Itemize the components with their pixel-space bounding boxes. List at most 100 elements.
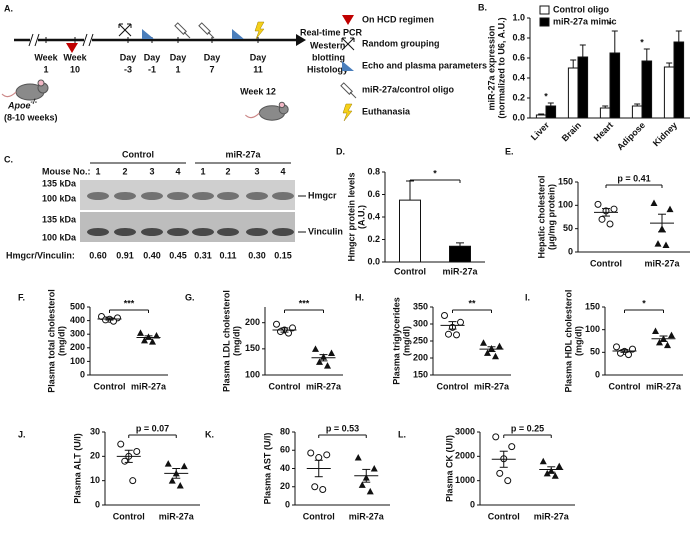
blot-band xyxy=(246,228,268,236)
y-axis-label: Hepatic cholesterol xyxy=(536,175,546,258)
data-point xyxy=(617,349,624,357)
y-tick-label: 200 xyxy=(245,317,260,327)
panel-label: A. xyxy=(4,3,13,13)
icon-syringe xyxy=(207,31,215,39)
timeline-label: Week xyxy=(63,52,87,62)
y-tick-label: 0.0 xyxy=(512,112,525,122)
y-tick-label: 0.2 xyxy=(512,92,525,102)
x-tick-label: miR-27a xyxy=(644,258,680,268)
y-tick-label: 20 xyxy=(90,451,100,461)
data-point xyxy=(323,451,331,459)
timeline-label: 7 xyxy=(209,64,214,74)
bar xyxy=(577,56,589,119)
y-tick-label: 0 xyxy=(595,369,600,379)
lane-number: 2 xyxy=(225,166,230,176)
band-label: Vinculin xyxy=(308,226,343,236)
lane-number: 4 xyxy=(280,166,285,176)
y-tick-label: 150 xyxy=(585,301,600,311)
panel-label: C. xyxy=(4,154,13,164)
kda-marker: 135 kDa xyxy=(42,214,77,224)
lane-number: 3 xyxy=(149,166,154,176)
mouse-icon xyxy=(37,79,45,87)
blot-band xyxy=(141,192,163,200)
data-point xyxy=(289,324,296,332)
y-tick-label: 0.6 xyxy=(367,189,380,199)
data-point xyxy=(366,487,374,495)
data-point xyxy=(492,433,500,441)
y-tick-label: 0 xyxy=(470,499,475,509)
y-axis-label: (normalized to U6, A.U.) xyxy=(496,17,506,118)
data-point xyxy=(606,220,614,228)
data-point xyxy=(539,457,547,465)
data-point xyxy=(312,345,319,352)
bar xyxy=(663,66,675,119)
data-point xyxy=(652,327,659,335)
data-point xyxy=(508,443,516,451)
x-tick-label: miR-27a xyxy=(131,381,167,391)
y-tick-label: 300 xyxy=(70,329,85,339)
readout: Western xyxy=(310,40,345,50)
timeline-label: Day xyxy=(170,52,187,62)
bar xyxy=(599,107,611,119)
y-tick-label: 100 xyxy=(70,356,85,366)
y-tick-label: 0 xyxy=(95,499,100,509)
legend-swatch xyxy=(539,17,550,27)
legend-swatch xyxy=(539,5,550,15)
mouse-icon xyxy=(244,112,260,119)
data-point xyxy=(598,215,606,223)
data-point xyxy=(117,440,125,448)
y-tick-label: 150 xyxy=(413,369,428,379)
y-tick-label: 30 xyxy=(90,426,100,436)
data-point xyxy=(149,338,156,345)
data-point xyxy=(121,457,129,465)
panel-label: D. xyxy=(336,146,345,156)
data-point xyxy=(311,483,319,491)
bar xyxy=(535,114,547,119)
data-point xyxy=(180,462,188,470)
y-tick-label: 40 xyxy=(280,463,290,473)
y-tick-label: 250 xyxy=(413,335,428,345)
data-point xyxy=(319,485,327,493)
timeline-legend-label: Euthanasia xyxy=(362,106,411,116)
y-tick-label: 300 xyxy=(413,318,428,328)
lane-number: 1 xyxy=(200,166,205,176)
data-point xyxy=(354,454,362,461)
timeline-label: Day xyxy=(144,52,161,62)
data-point xyxy=(480,339,487,346)
blot-band xyxy=(87,228,109,236)
y-tick-label: 60 xyxy=(280,445,290,455)
y-tick-label: 0.0 xyxy=(367,256,380,266)
data-point xyxy=(328,349,335,357)
y-axis-label: (mg/dl) xyxy=(56,326,66,356)
kda-marker: 100 kDa xyxy=(42,232,77,242)
significance-label: * xyxy=(608,19,612,29)
timeline-legend-label: Echo and plasma parameters xyxy=(362,60,487,70)
y-tick-label: 1000 xyxy=(455,475,475,485)
data-point xyxy=(543,469,551,477)
lane-title: Mouse No.: xyxy=(42,166,91,176)
kda-marker: 135 kDa xyxy=(42,178,77,188)
ratio-title: Hmgcr/Vinculin: xyxy=(6,250,75,260)
x-tick-label: miR-27a xyxy=(534,511,570,521)
data-point xyxy=(307,449,315,457)
data-point xyxy=(285,329,292,337)
y-tick-label: 100 xyxy=(558,200,573,210)
data-point xyxy=(555,462,563,470)
y-axis-label: Plasma triglycerides xyxy=(391,297,401,385)
significance-label: * xyxy=(544,91,548,101)
data-point xyxy=(654,240,662,247)
data-point xyxy=(453,331,460,339)
readout: blotting xyxy=(312,52,345,62)
blot-band xyxy=(87,192,109,200)
significance-label: *** xyxy=(299,298,310,308)
ratio-value: 0.45 xyxy=(169,250,187,260)
icon-grouping xyxy=(341,37,355,51)
data-point xyxy=(153,332,160,339)
y-tick-label: 150 xyxy=(558,176,573,186)
lane-number: 3 xyxy=(254,166,259,176)
data-point xyxy=(277,328,284,336)
y-tick-label: 100 xyxy=(245,369,260,379)
icon-syringe xyxy=(183,31,191,39)
data-point xyxy=(664,341,671,349)
